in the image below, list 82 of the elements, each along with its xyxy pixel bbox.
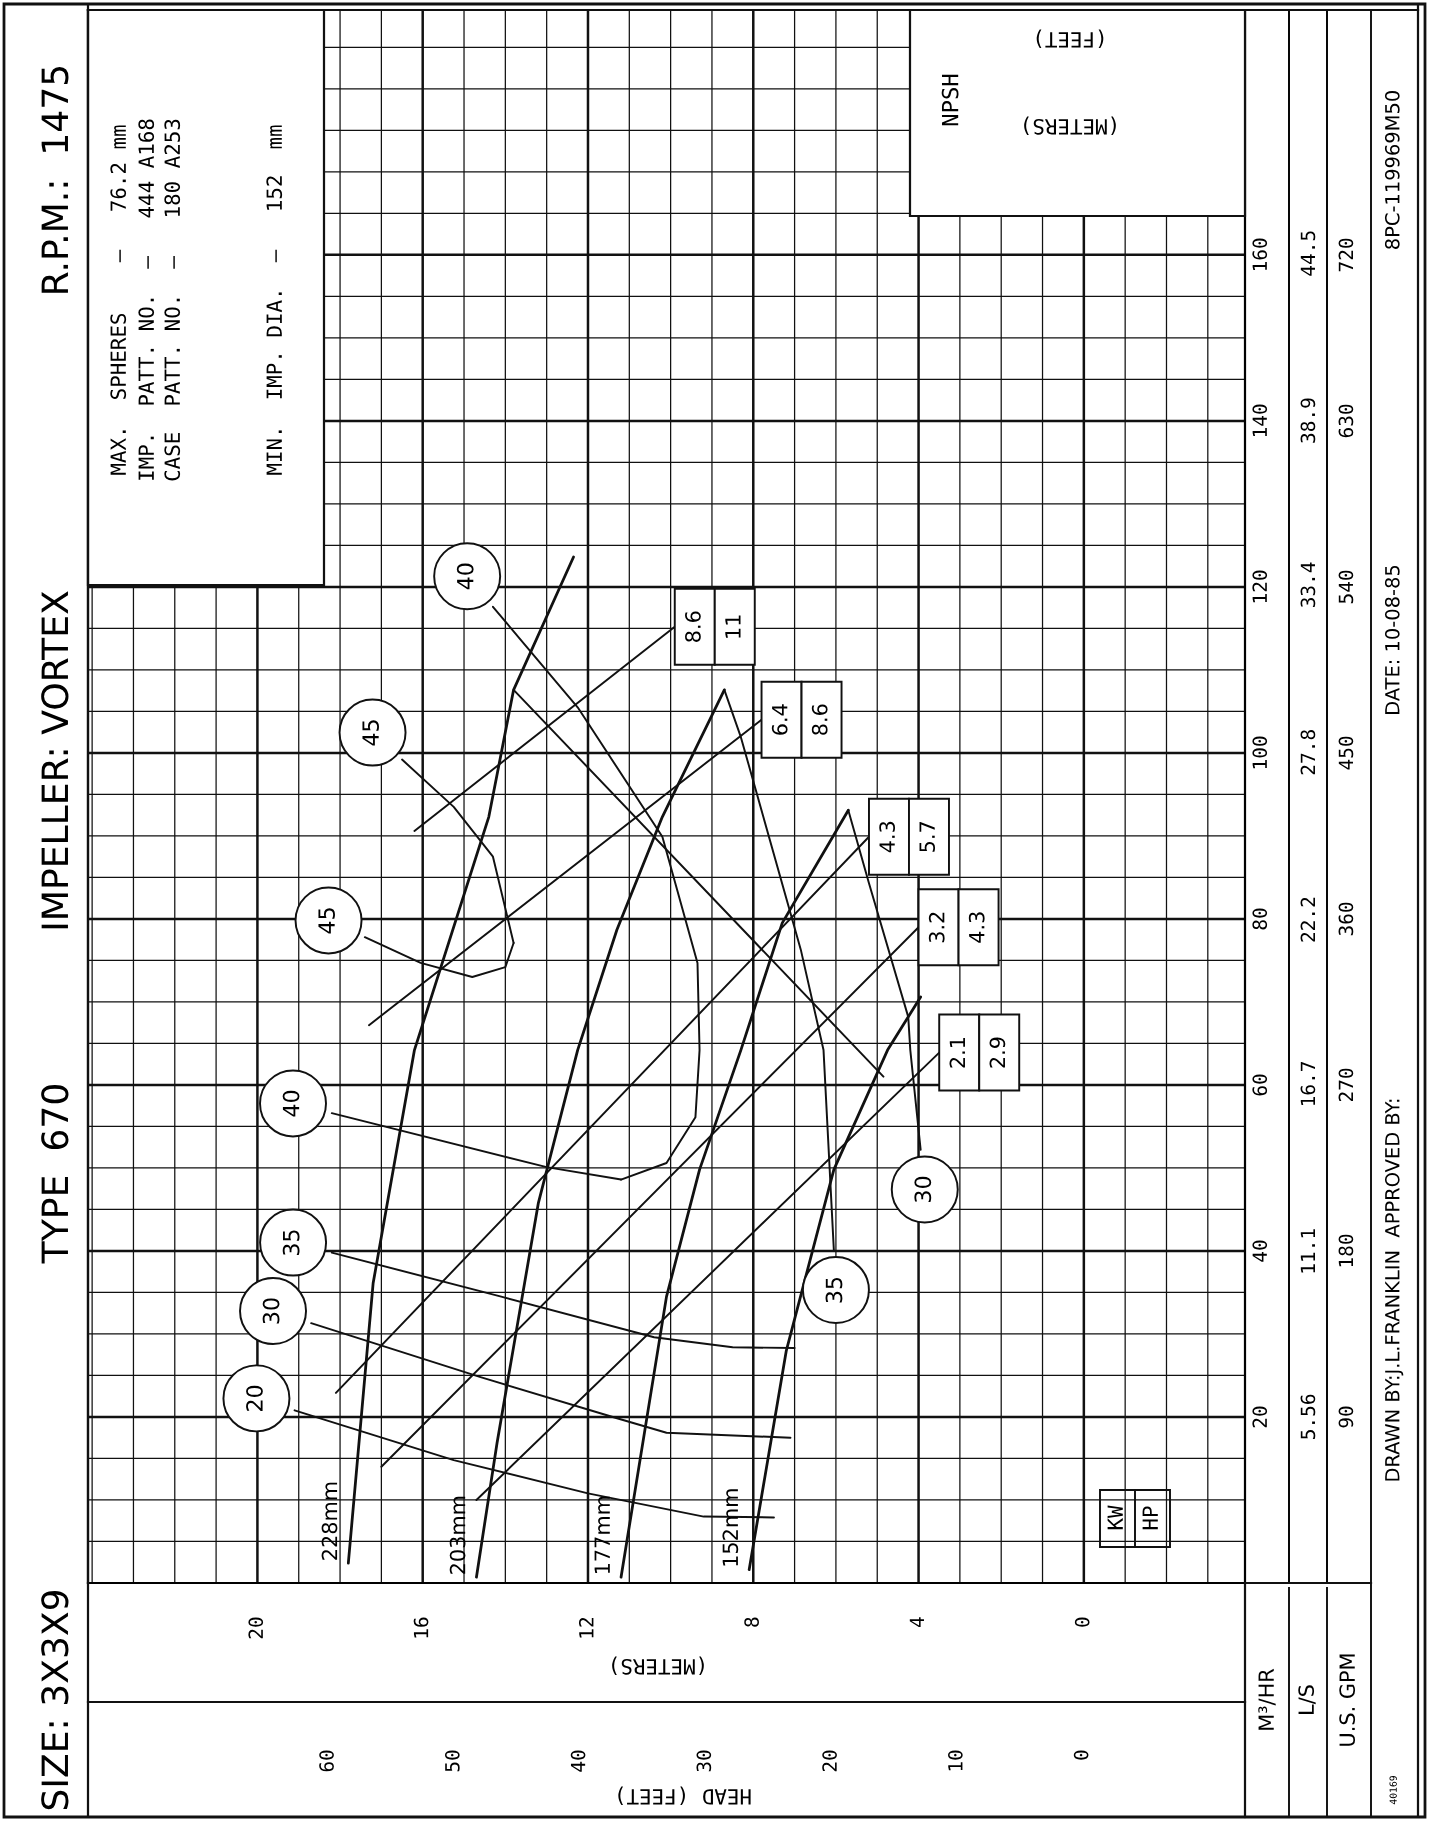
x-tick-label: 0	[1074, 1617, 1090, 1627]
x-tick-label: 4	[909, 1617, 924, 1628]
annotation: 20	[246, 1385, 263, 1411]
y-tick-label: 20	[1252, 1406, 1268, 1428]
text: TYPE 670	[41, 1085, 69, 1264]
annotation: 6.4	[771, 704, 788, 735]
y2-tick-label: 27.8	[1300, 730, 1316, 775]
annotation: IMP. PATT. NO. – 444 A168	[138, 119, 155, 480]
text: SIZE: 3X3X9	[41, 1590, 69, 1810]
annotation: NPSH	[941, 74, 959, 126]
x2-tick-label: 60	[319, 1750, 334, 1772]
y2-tick-label: 5.56	[1300, 1394, 1316, 1439]
y2-tick-label: 33.4	[1300, 562, 1316, 608]
annotation: 8.6	[811, 704, 828, 735]
y-axis-title: M³/HR	[1258, 1668, 1276, 1730]
y3-tick-label: 90	[1338, 1406, 1354, 1428]
annotation: 35	[282, 1230, 300, 1256]
y-tick-label: 160	[1252, 238, 1268, 271]
y3-tick-label: 450	[1338, 736, 1354, 770]
annotation: 2.1	[949, 1037, 965, 1068]
annotation: (METERS)	[1024, 116, 1116, 135]
text: 8PC-119969M50	[1384, 91, 1400, 249]
text: 228mm	[321, 1482, 338, 1560]
annotation: 45	[318, 908, 335, 934]
x2-tick-label: 50	[444, 1750, 460, 1772]
text: 40169	[1389, 1776, 1397, 1805]
x2-tick-label: 40	[570, 1750, 586, 1772]
y2-tick-label: 38.9	[1300, 398, 1316, 443]
text: 152mm	[722, 1489, 739, 1566]
x-tick-label: 16	[413, 1617, 429, 1638]
x-tick-label: 8	[744, 1617, 759, 1627]
annotation: CASE PATT. NO. – 180 A253	[164, 119, 181, 481]
y-tick-label: 60	[1252, 1074, 1268, 1096]
text: DATE: 10-08-85	[1384, 565, 1400, 714]
annotation: 40	[282, 1090, 300, 1117]
annotation: 4.3	[968, 912, 985, 943]
y3-tick-label: 630	[1338, 404, 1354, 438]
annotation: (FEET)	[1036, 29, 1104, 48]
annotation: 35	[825, 1277, 843, 1303]
y-tick-label: 80	[1252, 908, 1268, 930]
annotation: 40	[456, 563, 474, 590]
y3-tick-label: 180	[1338, 1234, 1354, 1267]
x2-axis-title: HEAD (FEET)	[618, 1786, 751, 1805]
y-tick-label: 100	[1252, 736, 1268, 769]
y-tick-label: 40	[1252, 1240, 1268, 1262]
y3-tick-label: 360	[1338, 902, 1354, 936]
text: 177mm	[594, 1496, 610, 1574]
y3-axis-title: U.S. GPM	[1339, 1654, 1356, 1746]
y3-tick-label: 540	[1338, 570, 1354, 604]
y2-tick-label: 16.7	[1300, 1062, 1316, 1106]
annotation: MIN. IMP. DIA. – 152 mm	[266, 125, 283, 475]
annotation: 45	[362, 720, 379, 746]
annotation: 11	[725, 615, 741, 638]
x-tick-label: 12	[578, 1617, 594, 1638]
text: R.P.M.: 1475	[41, 66, 69, 293]
x-axis-title: (METERS)	[612, 1656, 704, 1675]
x2-tick-label: 0	[1073, 1750, 1089, 1760]
y3-tick-label: 270	[1338, 1068, 1354, 1102]
y-tick-label: 140	[1252, 404, 1268, 437]
y2-tick-label: 44.5	[1300, 231, 1316, 276]
y3-tick-label: 720	[1338, 238, 1354, 272]
text: 203mm	[449, 1496, 466, 1574]
annotation: HP	[1142, 1506, 1158, 1530]
y-tick-label: 120	[1252, 570, 1268, 603]
x2-tick-label: 10	[947, 1750, 963, 1771]
annotation: 30	[914, 1176, 932, 1202]
x-tick-label: 20	[248, 1617, 264, 1639]
y2-axis-title: L/S	[1298, 1685, 1316, 1714]
annotation: KW	[1107, 1505, 1123, 1530]
annotation: 2.9	[989, 1037, 1006, 1068]
text: IMPELLER: VORTEX	[41, 591, 69, 929]
x2-tick-label: 20	[822, 1750, 837, 1772]
annotation: 8.6	[685, 611, 701, 642]
annotation: MAX. SPHERES – 76.2 mm	[110, 125, 127, 475]
x2-tick-label: 30	[696, 1750, 712, 1772]
annotation: 4.3	[879, 821, 896, 853]
annotation: 5.7	[919, 821, 936, 852]
text: DRAWN BY:J.L.FRANKLIN APPROVED BY:	[1384, 1099, 1404, 1481]
annotation: 30	[262, 1298, 280, 1324]
y2-tick-label: 22.2	[1300, 897, 1315, 942]
y2-tick-label: 11.1	[1300, 1229, 1315, 1273]
annotation: 3.2	[928, 912, 945, 943]
